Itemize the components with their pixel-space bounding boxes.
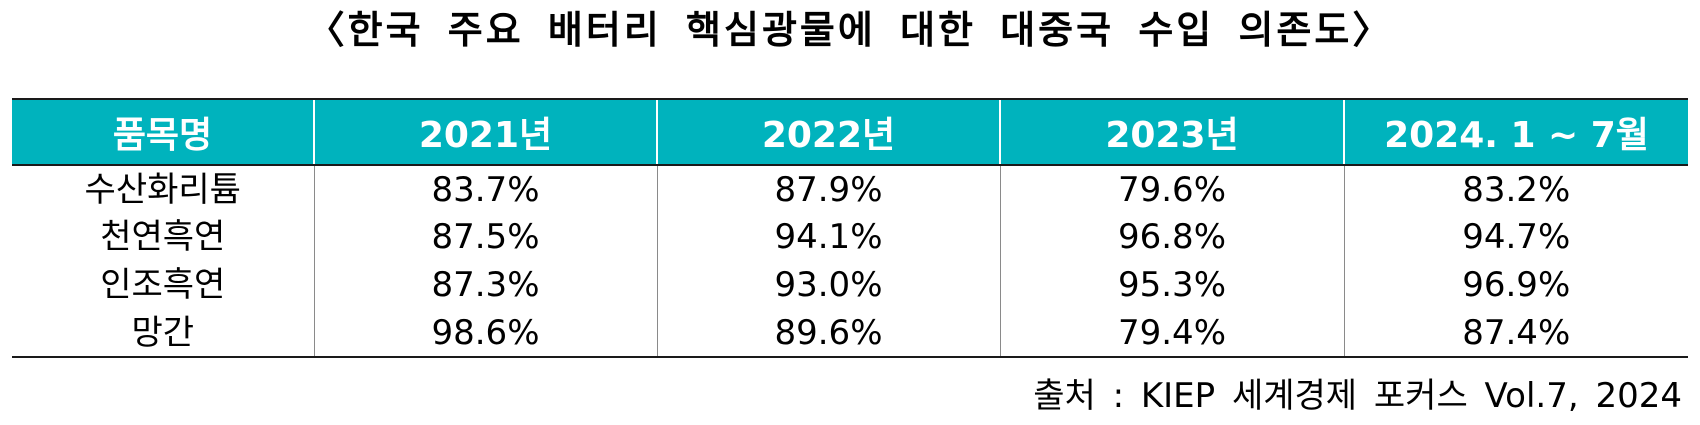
source-note: 출처 : KIEP 세계경제 포커스 Vol.7, 2024 [1033, 376, 1682, 416]
table-cell: 87.3% [313, 261, 657, 309]
table-row: 망간 98.6% 89.6% 79.4% 87.4% [12, 309, 1688, 358]
row-label: 수산화리튬 [84, 169, 241, 210]
import-dependency-table-container: 품목명 2021년 2022년 2023년 2024. 1 ~ 7월 수산화리튬… [12, 98, 1688, 358]
table-cell: 79.4% [999, 309, 1344, 358]
row-label: 천연흑연 [100, 217, 226, 257]
column-header-2022: 2022년 [656, 98, 1000, 166]
row-label: 인조흑연 [100, 265, 226, 305]
table-cell: 94.1% [656, 213, 1000, 261]
table-row: 수산화리튬 83.7% 87.9% 79.6% 83.2% [12, 165, 1688, 213]
table-cell: 89.6% [656, 309, 1000, 358]
table-cell: 87.9% [656, 165, 1000, 213]
column-header-2021: 2021년 [313, 98, 657, 166]
table-cell: 95.3% [999, 261, 1344, 309]
table-row: 천연흑연 87.5% 94.1% 96.8% 94.7% [12, 213, 1688, 261]
column-header-2024: 2024. 1 ~ 7월 [1343, 98, 1688, 166]
table-cell: 87.4% [1343, 309, 1688, 358]
column-header-2023: 2023년 [999, 98, 1344, 166]
table-cell: 79.6% [999, 165, 1344, 213]
table-cell: 93.0% [656, 261, 1000, 309]
table-cell: 87.5% [313, 213, 657, 261]
column-header-item: 품목명 [12, 98, 314, 166]
row-label: 망간 [12, 309, 314, 358]
table-row: 인조흑연 87.3% 93.0% 95.3% 96.9% [12, 261, 1688, 309]
page-title: 〈한국 주요 배터리 핵심광물에 대한 대중국 수입 의존도〉 [306, 8, 1394, 52]
table-cell: 96.8% [999, 213, 1344, 261]
table-cell: 96.9% [1343, 261, 1688, 309]
table-header-row: 품목명 2021년 2022년 2023년 2024. 1 ~ 7월 [12, 98, 1688, 166]
table-cell: 98.6% [313, 309, 657, 358]
table-cell: 83.2% [1343, 165, 1688, 213]
table-cell: 94.7% [1343, 213, 1688, 261]
table-cell: 83.7% [313, 165, 657, 213]
import-dependency-table: 품목명 2021년 2022년 2023년 2024. 1 ~ 7월 수산화리튬… [12, 98, 1688, 358]
